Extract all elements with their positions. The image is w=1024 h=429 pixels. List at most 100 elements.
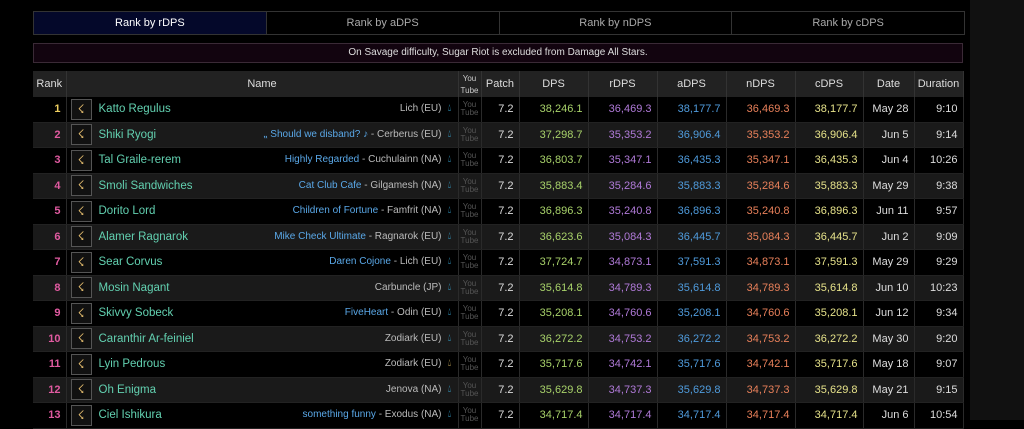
col-adps[interactable]: aDPS: [657, 71, 727, 97]
player-name-link[interactable]: Katto Regulus: [98, 103, 171, 116]
rdps-cell: 35,084.3: [588, 224, 658, 250]
dps-cell: 35,717.6: [519, 351, 589, 378]
player-name-link[interactable]: Caranthir Ar-feiniel: [98, 332, 194, 345]
youtube-icon[interactable]: You Tube: [458, 198, 482, 225]
adps-cell: 36,906.4: [657, 122, 727, 148]
youtube-icon[interactable]: You Tube: [458, 275, 482, 301]
duration-cell: 9:34: [914, 300, 964, 327]
ndps-cell: 34,789.3: [726, 275, 796, 301]
free-company-link[interactable]: Mike Check Ultimate: [274, 230, 366, 242]
player-name-link[interactable]: Dorito Lord: [98, 205, 156, 218]
free-company-link[interactable]: something funny: [302, 409, 376, 420]
player-name-link[interactable]: Shiki Ryogi: [98, 128, 157, 141]
player-name-link[interactable]: Lyin Pedrous: [98, 358, 166, 371]
youtube-icon[interactable]: You Tube: [458, 147, 482, 174]
name-cell: ☇ Smoli Sandwiches Cat Club Cafe - Gilgame…: [66, 173, 459, 199]
dps-cell: 36,896.3: [519, 198, 589, 225]
name-cell: ☇ Sear Corvus Daren Cojone - Lich (EU) 💧︎: [66, 249, 459, 276]
player-name-link[interactable]: Ciel Ishikura: [98, 409, 162, 422]
ndps-cell: 35,353.2: [726, 122, 796, 148]
ndps-cell: 34,753.2: [726, 326, 796, 352]
youtube-icon[interactable]: You Tube: [458, 326, 482, 352]
server-info: Zodiark (EU) 💧︎: [385, 327, 452, 351]
duration-cell: 10:26: [914, 147, 964, 174]
table-row: 1 ☇ Katto Regulus Lich (EU) 💧︎ You Tube 7.2 38,2…: [33, 97, 964, 123]
name-cell: ☇ Lyin Pedrous Zodiark (EU) 💧︎: [66, 351, 459, 378]
ndps-cell: 34,742.1: [726, 351, 796, 378]
server-info: Mike Check Ultimate - Ragnarok (EU) 💧︎: [274, 225, 451, 249]
tab-rank-by-ndps[interactable]: Rank by nDPS: [500, 12, 733, 34]
adps-cell: 34,717.4: [657, 402, 727, 429]
col-date[interactable]: Date: [863, 71, 915, 97]
youtube-icon[interactable]: You Tube: [458, 97, 482, 123]
server-info: Daren Cojone - Lich (EU) 💧︎: [329, 250, 451, 274]
rdps-cell: 36,469.3: [588, 97, 658, 123]
col-rank[interactable]: Rank: [33, 71, 67, 97]
name-cell: ☇ Ciel Ishikura something funny - Exodus (…: [66, 402, 459, 429]
col-duration[interactable]: Duration: [914, 71, 964, 97]
col-youtube: You Tube: [458, 71, 482, 97]
rank-cell: 3: [33, 147, 67, 174]
youtube-icon[interactable]: You Tube: [458, 377, 482, 403]
duration-cell: 9:20: [914, 326, 964, 352]
tab-rank-by-cdps[interactable]: Rank by cDPS: [812, 17, 884, 29]
adps-cell: 35,614.8: [657, 275, 727, 301]
server-name: - Cuchulainn (NA): [359, 154, 442, 165]
tab-rank-by-rdps[interactable]: Rank by rDPS: [34, 12, 267, 34]
free-company-link[interactable]: Cat Club Cafe: [298, 179, 362, 191]
droplet-icon: 💧︎: [447, 281, 452, 293]
player-name-link[interactable]: Smoli Sandwiches: [98, 179, 193, 192]
youtube-icon[interactable]: You Tube: [458, 122, 482, 148]
adps-cell: 35,208.1: [657, 300, 727, 327]
ndps-cell: 34,717.4: [726, 402, 796, 429]
youtube-icon[interactable]: You Tube: [458, 249, 482, 276]
name-cell: ☇ Mosin Nagant Carbuncle (JP) 💧︎: [66, 275, 459, 301]
droplet-icon: 💧︎: [447, 383, 452, 395]
free-company-link[interactable]: Daren Cojone: [329, 256, 391, 267]
player-name-link[interactable]: Sear Corvus: [98, 256, 163, 269]
youtube-icon[interactable]: You Tube: [458, 351, 482, 378]
rank-cell: 7: [33, 249, 67, 276]
col-patch[interactable]: Patch: [481, 71, 520, 97]
cdps-cell: 35,629.8: [795, 377, 864, 403]
adps-cell: 36,435.3: [657, 147, 727, 174]
patch-cell: 7.2: [481, 351, 520, 378]
player-name-link[interactable]: Skivvy Sobeck: [98, 307, 174, 320]
youtube-icon[interactable]: You Tube: [458, 300, 482, 327]
droplet-icon: 💧︎: [447, 332, 452, 344]
date-cell: May 29: [863, 249, 915, 276]
droplet-icon: 💧︎: [447, 256, 452, 267]
duration-cell: 10:54: [914, 402, 964, 429]
patch-cell: 7.2: [481, 402, 520, 429]
player-name-link[interactable]: Oh Enigma: [98, 383, 157, 396]
col-name[interactable]: Name: [66, 71, 459, 97]
tab-rank-by-adps[interactable]: Rank by aDPS: [267, 12, 500, 34]
duration-cell: 9:38: [914, 173, 964, 199]
player-name-link[interactable]: Tal Graile-rerem: [98, 154, 181, 167]
free-company-link[interactable]: Children of Fortune: [292, 205, 379, 216]
youtube-icon[interactable]: You Tube: [458, 402, 482, 429]
free-company-link[interactable]: Highly Regarded: [284, 154, 360, 165]
server-info: Cat Club Cafe - Gilgamesh (NA) 💧︎: [299, 174, 452, 198]
cdps-cell: 36,445.7: [795, 224, 864, 250]
col-ndps[interactable]: nDPS: [726, 71, 796, 97]
table-row: 4 ☇ Smoli Sandwiches Cat Club Cafe - Gilgam…: [33, 173, 964, 199]
dps-cell: 37,298.7: [519, 122, 589, 148]
duration-cell: 9:10: [914, 97, 964, 123]
youtube-icon[interactable]: You Tube: [458, 224, 482, 250]
col-cdps[interactable]: cDPS: [795, 71, 864, 97]
cdps-cell: 35,614.8: [795, 275, 864, 301]
youtube-icon[interactable]: You Tube: [458, 173, 482, 199]
droplet-icon: 💧︎: [447, 128, 452, 140]
col-dps[interactable]: DPS: [519, 71, 589, 97]
free-company-link[interactable]: ⹂ Should we disband? ♪: [263, 128, 369, 140]
col-rdps[interactable]: rDPS: [588, 71, 658, 97]
patch-cell: 7.2: [481, 326, 520, 352]
player-name-link[interactable]: Mosin Nagant: [98, 281, 170, 294]
free-company-link[interactable]: FiveHeart: [344, 307, 389, 318]
rank-cell: 1: [33, 97, 67, 123]
player-name-link[interactable]: Alamer Ragnarok: [98, 230, 188, 243]
duration-cell: 9:15: [914, 377, 964, 403]
server-info: ⹂ Should we disband? ♪ - Cerberus (EU) 💧︎: [263, 123, 451, 147]
duration-cell: 9:07: [914, 351, 964, 378]
